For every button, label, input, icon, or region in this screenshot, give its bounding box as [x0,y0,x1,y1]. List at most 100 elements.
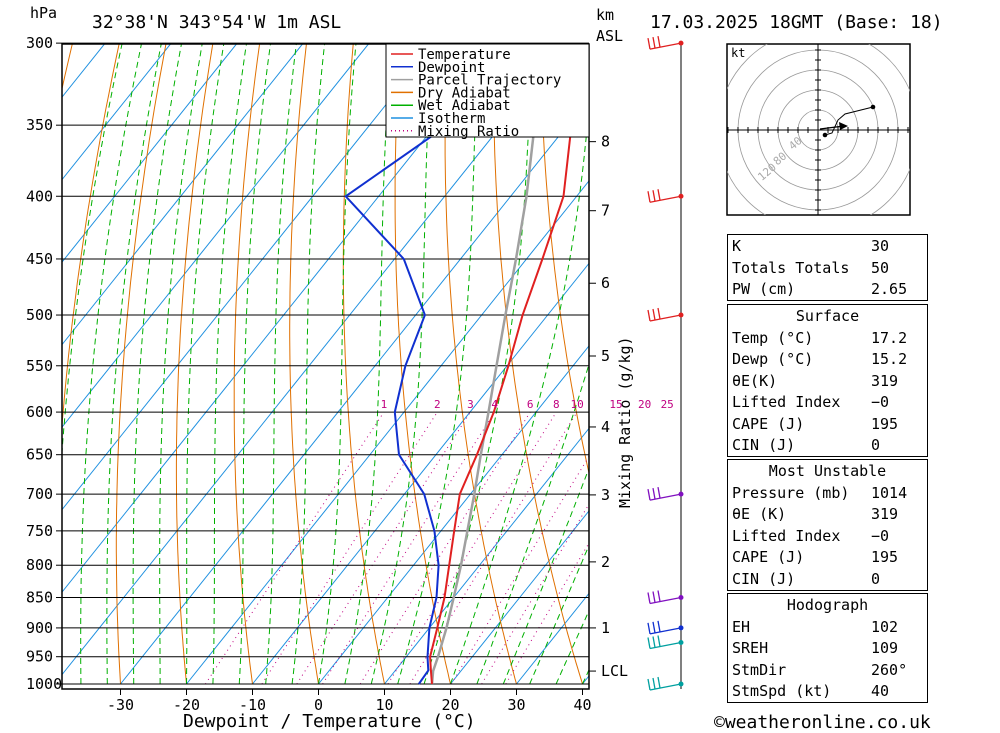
index-label: Temp (°C) [732,328,814,347]
hodograph-indices-box: Hodograph EH 102 SREH 109 StmDir 260° StmSp… [727,593,928,703]
mixing-ratio-label: 20 [638,398,651,411]
index-row: θE(K) 319 [728,371,927,393]
isotherm-line [384,427,589,685]
temperature-tick-label: -10 [239,696,266,714]
height-tick-label: 7 [601,202,610,220]
wind-barb-shaft [649,641,682,650]
temperature-tick-label: -30 [107,696,134,714]
parcel-trajectory-line [430,44,544,685]
most-unstable-table: Most Unstable Pressure (mb) 1014 θE (K) 31… [728,461,927,590]
mixing-ratio-line [261,411,438,685]
index-label: CIN (J) [732,436,796,454]
index-label: CAPE (J) [732,548,805,566]
mixing-ratio-label: 2 [434,398,441,411]
index-value: 109 [871,639,899,657]
index-row: θE (K) 319 [728,504,927,526]
index-label: θE (K) [732,505,787,523]
wind-barb-feather [652,621,656,634]
wet-adiabat-line [344,44,392,685]
wind-barb-feather [647,489,651,501]
wind-barb-feather [652,636,656,648]
index-row: Lifted Index −0 [728,526,927,548]
index-value: 1014 [871,483,908,502]
wind-barb-feather [657,189,661,201]
general-indices-box: K 30 Totals Totals 50 PW (cm) 2.65 [727,234,928,301]
pressure-tick-label: 1000 [26,675,62,693]
index-value: −0 [871,526,890,545]
surface-box: Surface Temp (°C) 17.2 Dewp (°C) 15.2 θE(K… [727,304,928,457]
index-label: CAPE (J) [732,414,805,433]
mixing-ratio-line [359,411,531,685]
index-label: K [732,237,742,255]
wet-adiabat-line [62,44,123,459]
wet-adiabat-line [80,44,142,684]
isotherm-line [62,44,370,428]
dry-adiabat-line [115,44,167,685]
mixing-ratio-label: 10 [570,398,583,411]
index-row: CIN (J) 0 [728,435,927,457]
index-value: −0 [871,393,890,411]
height-tick-label: LCL [601,662,628,680]
index-label: Lifted Index [732,393,841,411]
wet-adiabat-line [318,44,357,685]
isotherm-line [186,180,589,685]
isotherm-line [120,97,589,685]
legend-label: Mixing Ratio [418,124,519,140]
pressure-tick-label: 300 [26,34,53,52]
wind-barb-feather [657,487,661,499]
temperature-line [429,44,575,685]
index-row: CIN (J) 0 [728,569,927,591]
pressure-tick-label: 500 [26,306,53,324]
mixing-ratio-label: 1 [381,398,388,411]
index-label: θE(K) [732,371,778,390]
pressure-tick-label: 850 [26,589,53,607]
surface-title: Surface [795,307,860,325]
pressure-tick-label: 350 [26,116,53,134]
wind-barb-feather [647,38,651,50]
height-unit-asl: ASL [596,27,623,45]
index-label: StmSpd (kt) [732,682,832,700]
legend-label: Dry Adiabat [418,85,511,101]
pressure-tick-label: 750 [26,522,53,540]
mixing-ratio-label: 8 [553,398,560,411]
most-unstable-title: Most Unstable [768,462,887,480]
isotherm-line [318,345,589,685]
index-value: 195 [871,414,899,433]
wind-barb-shaft [649,314,682,322]
wind-barb-feather [657,676,661,689]
pressure-tick-label: 400 [26,187,53,205]
dry-adiabat-line [62,44,120,431]
isotherm-line [62,44,238,263]
temperature-tick-label: 0 [314,696,323,714]
mixing-ratio-label: 6 [527,398,534,411]
temperature-tick-label: 10 [375,696,393,714]
mixing-ratio-line [296,411,471,685]
general-indices-table: K 30 Totals Totals 50 PW (cm) 2.65 [728,236,927,301]
wind-barb-feather [657,307,661,320]
hodograph-ring-label: 80 [771,150,790,168]
wind-barb-feather [647,592,651,604]
wind-barb-feather [657,635,661,647]
hodograph-indices-table: Hodograph EH 102 SREH 109 StmDir 260° StmSp… [728,595,927,703]
mixing-ratio-labels: 1 2 3 4 6 8 10 15 20 25 [381,398,674,411]
index-label: CIN (J) [732,569,796,588]
index-label: SREH [732,639,769,657]
pressure-tick-label: 800 [26,556,53,574]
wind-barb-feather [647,622,651,635]
wind-barb-feather [652,190,656,202]
wind-barb-feather [647,191,651,203]
mixing-ratio-line [450,455,589,685]
height-axis: 8 7 6 5 4 3 2 1 LCL [589,133,628,680]
index-label: PW (cm) [732,280,796,298]
wet-adiabat-line [555,609,589,685]
index-value: 40 [871,682,890,700]
index-row: Pressure (mb) 1014 [728,483,927,505]
index-value: 0 [871,436,881,454]
temperature-tick-label: 40 [573,696,591,714]
pressure-tick-label: 450 [26,250,53,268]
temperature-tick-label: 30 [507,696,525,714]
wind-barb-feather [652,37,656,49]
temperature-axis: -30 -20 -10 0 10 20 30 40 [107,689,592,714]
pressure-unit-label: hPa [30,4,57,22]
wind-barb-feather [647,637,651,649]
